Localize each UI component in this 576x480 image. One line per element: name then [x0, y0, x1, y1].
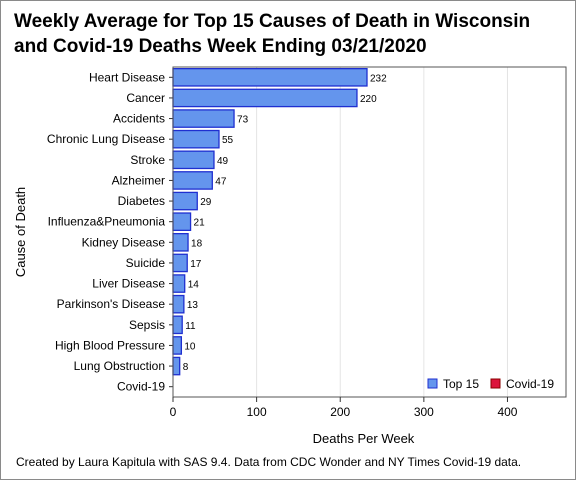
- y-tick-label-0: Heart Disease: [89, 70, 165, 84]
- legend-label-1: Covid-19: [506, 377, 554, 391]
- bar-10: [172, 274, 186, 293]
- bar-11: [172, 294, 185, 314]
- y-tick-label-13: High Blood Pressure: [55, 338, 165, 352]
- y-tick-label-10: Liver Disease: [92, 277, 165, 291]
- bar-13: [172, 336, 183, 355]
- y-tick-label-7: Influenza&Pneumonia: [48, 215, 166, 229]
- y-tick-label-5: Alzheimer: [112, 173, 165, 187]
- data-label-9: 17: [190, 259, 202, 270]
- y-tick-label-14: Lung Obstruction: [74, 359, 165, 373]
- y-tick-label-1: Cancer: [126, 91, 165, 105]
- bar-9: [172, 253, 188, 273]
- y-tick-label-11: Parkinson's Disease: [57, 297, 166, 311]
- bar-7: [172, 212, 192, 231]
- bar-6: [172, 191, 198, 211]
- data-label-7: 21: [194, 218, 206, 229]
- y-tick-label-4: Stroke: [130, 153, 165, 167]
- footnote: Created by Laura Kapitula with SAS 9.4. …: [16, 455, 522, 469]
- y-tick-label-6: Diabetes: [118, 194, 165, 208]
- x-tick-label-2: 200: [330, 405, 350, 419]
- bar-1: [172, 88, 358, 108]
- y-tick-label-3: Chronic Lung Disease: [47, 132, 165, 146]
- data-label-5: 47: [215, 176, 227, 187]
- bar-5: [172, 171, 213, 190]
- data-label-6: 29: [200, 197, 212, 208]
- data-label-10: 14: [188, 280, 200, 291]
- x-tick-label-1: 100: [247, 405, 267, 419]
- y-tick-label-8: Kidney Disease: [82, 235, 166, 249]
- chart-title-line-1: Weekly Average for Top 15 Causes of Deat…: [14, 11, 531, 32]
- chart-title-line-2: and Covid-19 Deaths Week Ending 03/21/20…: [14, 36, 427, 57]
- data-label-4: 49: [217, 156, 229, 167]
- data-label-0: 232: [370, 73, 387, 84]
- data-label-3: 55: [222, 135, 234, 146]
- y-tick-label-15: Covid-19: [117, 380, 165, 394]
- legend-swatch-0: [427, 378, 438, 389]
- legend-label-0: Top 15: [443, 377, 479, 391]
- data-label-2: 73: [237, 115, 249, 126]
- data-label-1: 220: [360, 94, 377, 105]
- x-axis-label: Deaths Per Week: [313, 431, 415, 446]
- data-label-13: 10: [184, 341, 196, 352]
- y-axis-label: Cause of Death: [13, 187, 28, 277]
- plot-area-border: [172, 66, 567, 398]
- bar-12: [172, 315, 183, 335]
- y-tick-label-12: Sepsis: [129, 318, 165, 332]
- data-label-12: 11: [185, 321, 196, 332]
- data-label-8: 18: [191, 238, 203, 249]
- x-tick-label-3: 300: [414, 405, 434, 419]
- legend-swatch-1: [490, 378, 501, 389]
- data-label-14: 8: [183, 362, 189, 373]
- bar-14: [172, 356, 181, 376]
- bar-2: [172, 109, 235, 128]
- y-tick-label-9: Suicide: [126, 256, 166, 270]
- y-tick-label-2: Accidents: [113, 112, 165, 126]
- data-label-11: 13: [187, 300, 199, 311]
- bar-0: [172, 68, 368, 87]
- x-tick-label-0: 0: [170, 405, 177, 419]
- bar-4: [172, 150, 215, 170]
- bar-8: [172, 232, 189, 252]
- chart-title: Weekly Average for Top 15 Causes of Deat…: [14, 9, 566, 59]
- bar-3: [172, 129, 220, 149]
- x-tick-label-4: 400: [497, 405, 517, 419]
